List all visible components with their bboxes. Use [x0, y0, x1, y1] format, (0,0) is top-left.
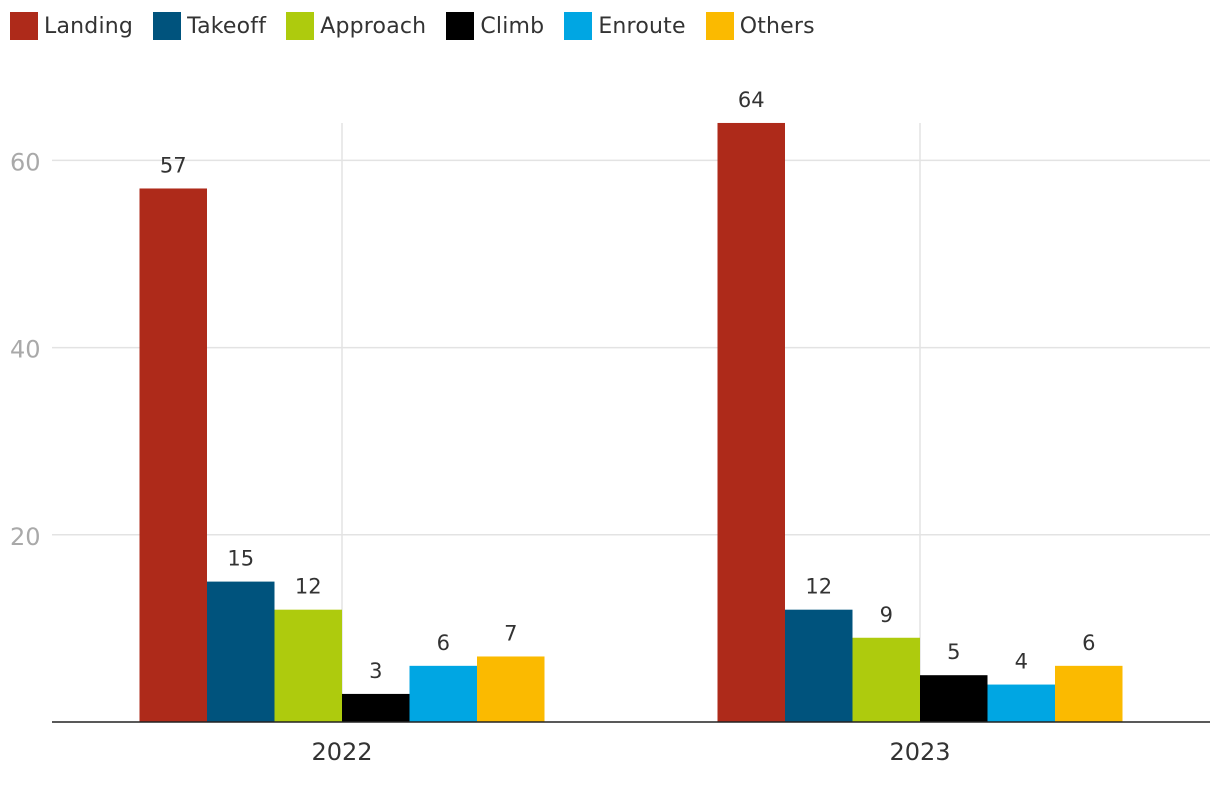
legend-item-approach[interactable]: Approach — [286, 12, 426, 40]
grid — [52, 122, 1210, 722]
legend: Landing Takeoff Approach Climb Enroute O… — [10, 12, 835, 40]
bar-enroute-2022[interactable] — [409, 665, 478, 722]
x-tick-label: 2023 — [889, 738, 950, 766]
bar-enroute-2023[interactable] — [987, 684, 1056, 722]
x-tick-label: 2022 — [311, 738, 372, 766]
bar-others-2022[interactable] — [477, 656, 545, 722]
legend-label-takeoff: Takeoff — [187, 13, 267, 39]
data-label-enroute-2022: 6 — [437, 631, 450, 655]
data-label-landing-2022: 57 — [160, 153, 187, 177]
bar-landing-2022[interactable] — [139, 188, 208, 723]
legend-item-enroute[interactable]: Enroute — [564, 12, 685, 40]
legend-swatch-others — [705, 12, 734, 40]
legend-label-approach: Approach — [320, 13, 427, 39]
bar-approach-2022[interactable] — [274, 609, 343, 722]
legend-item-takeoff[interactable]: Takeoff — [153, 12, 266, 40]
legend-label-others: Others — [739, 13, 815, 39]
data-label-approach-2023: 9 — [880, 603, 893, 627]
legend-swatch-takeoff — [153, 12, 182, 40]
bar-approach-2023[interactable] — [852, 637, 921, 722]
data-label-others-2023: 6 — [1082, 631, 1095, 655]
y-tick-label: 20 — [10, 523, 41, 551]
data-label-others-2022: 7 — [504, 621, 517, 645]
data-labels: 57 15 12 3 6 7 64 12 9 5 4 6 — [160, 88, 1096, 683]
legend-item-others[interactable]: Others — [705, 12, 815, 40]
axes: 20 40 60 2022 2023 — [10, 148, 1210, 766]
legend-label-climb: Climb — [480, 13, 545, 39]
legend-item-climb[interactable]: Climb — [446, 12, 544, 40]
bar-landing-2023[interactable] — [717, 122, 786, 722]
y-tick-label: 60 — [10, 148, 41, 176]
bar-climb-2022[interactable] — [342, 693, 410, 722]
data-label-landing-2023: 64 — [738, 88, 765, 112]
legend-swatch-landing — [10, 12, 38, 40]
bar-climb-2023[interactable] — [920, 675, 988, 722]
legend-swatch-approach — [286, 12, 315, 40]
data-label-takeoff-2022: 15 — [227, 547, 254, 571]
bars — [139, 122, 1123, 723]
data-label-takeoff-2023: 12 — [805, 575, 832, 599]
data-label-climb-2023: 5 — [947, 640, 960, 664]
y-tick-label: 40 — [10, 336, 41, 364]
data-label-climb-2022: 3 — [369, 659, 382, 683]
bar-others-2023[interactable] — [1055, 665, 1123, 722]
legend-swatch-climb — [446, 12, 475, 40]
legend-label-enroute: Enroute — [598, 13, 686, 39]
data-label-enroute-2023: 4 — [1015, 650, 1028, 674]
bar-takeoff-2022[interactable] — [207, 581, 275, 722]
legend-swatch-enroute — [564, 12, 593, 40]
legend-item-landing[interactable]: Landing — [10, 12, 133, 40]
data-label-approach-2022: 12 — [295, 575, 322, 599]
bar-takeoff-2023[interactable] — [785, 609, 853, 722]
legend-label-landing: Landing — [44, 13, 134, 39]
